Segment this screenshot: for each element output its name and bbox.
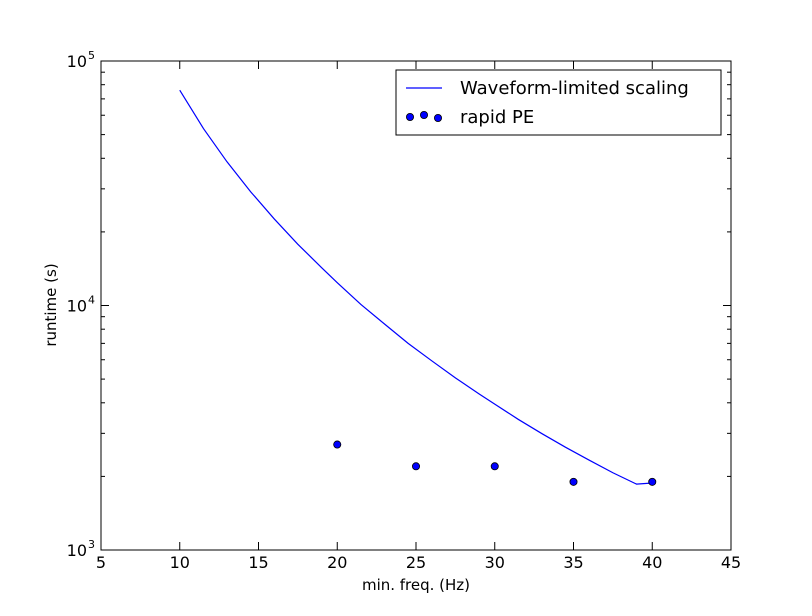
legend-label-scatter: rapid PE	[460, 107, 534, 128]
scatter-point	[569, 477, 578, 486]
x-tick-label: 15	[248, 553, 268, 572]
scatter-layer	[333, 440, 657, 486]
series-line-waveform-limited-scaling	[179, 89, 653, 485]
y-tick-label: 10	[67, 541, 87, 560]
legend-marker-3	[433, 114, 442, 123]
legend-label-line: Waveform-limited scaling	[460, 78, 689, 99]
x-tick-label: 45	[721, 553, 741, 572]
scatter-point	[490, 462, 499, 471]
y-axis-label: runtime (s)	[42, 263, 60, 346]
x-tick-label: 35	[563, 553, 583, 572]
y-tick-label-exponent: 5	[88, 49, 95, 62]
x-tick-label: 40	[642, 553, 662, 572]
y-tick-label-exponent: 4	[88, 294, 95, 307]
x-tick-label: 5	[96, 553, 106, 572]
legend-marker-1	[405, 113, 414, 122]
x-axis-label: min. freq. (Hz)	[362, 576, 470, 594]
y-tick-label: 10	[67, 52, 87, 71]
plot-frame	[100, 60, 732, 551]
x-tick-label: 30	[485, 553, 505, 572]
scatter-point	[411, 462, 420, 471]
line-layer	[179, 89, 653, 485]
scatter-point	[333, 440, 342, 449]
y-tick-label: 10	[67, 297, 87, 316]
y-tick-label-exponent: 3	[88, 538, 95, 551]
legend: Waveform-limited scaling rapid PE	[395, 69, 722, 136]
legend-box	[395, 69, 722, 136]
x-tick-label: 10	[170, 553, 190, 572]
legend-marker-2	[419, 111, 428, 120]
x-tick-label: 25	[406, 553, 426, 572]
x-tick-label: 20	[327, 553, 347, 572]
scatter-point	[648, 477, 657, 486]
